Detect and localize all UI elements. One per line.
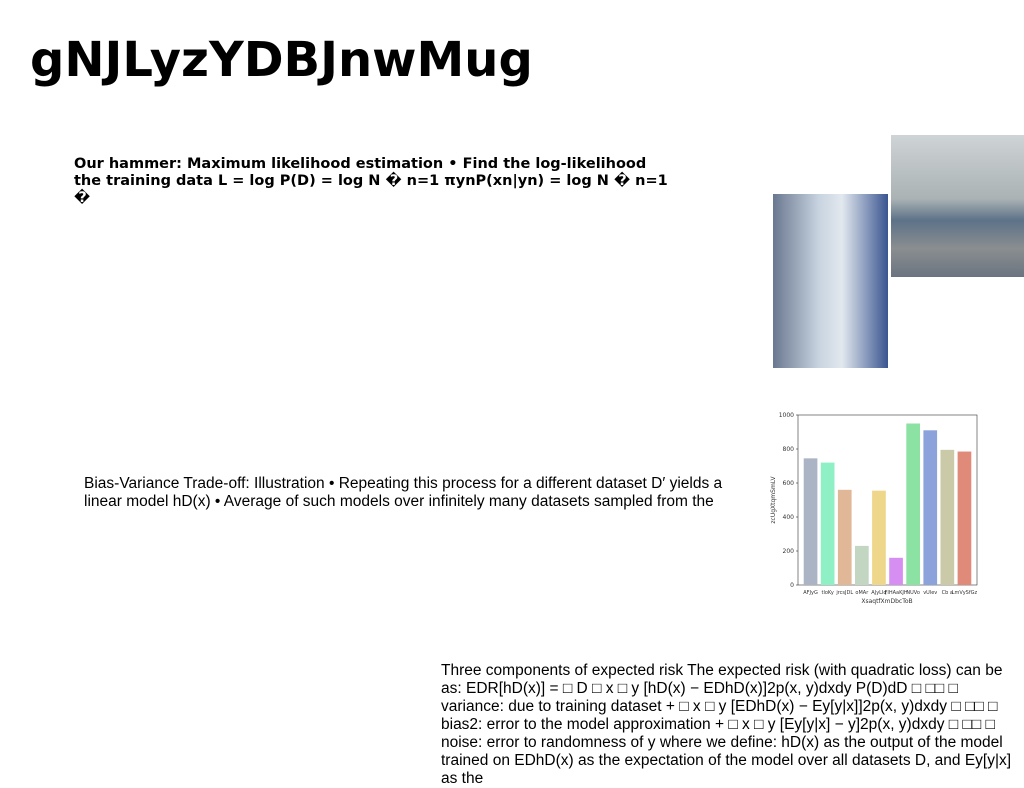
x-tick-label: NUVo xyxy=(906,590,920,596)
x-tick-label: oMAr xyxy=(855,590,869,596)
axes-frame xyxy=(797,414,978,586)
bar xyxy=(803,458,818,585)
y-tick-label: 600 xyxy=(783,480,795,487)
chart: zcUgXtqmSmLV XsaqtfXmDbcToB 0 200 400 600 80… xyxy=(770,412,978,605)
bar xyxy=(957,451,972,585)
x-axis-label: XsaqtfXmDbcToB xyxy=(861,598,912,605)
x-tick-label: vUlev xyxy=(923,590,937,596)
y-tick-label: 400 xyxy=(783,514,795,521)
x-tick-label: FIHAaKJH xyxy=(884,590,907,596)
x-tick-label: AJyLIq xyxy=(871,590,886,596)
photo xyxy=(773,194,888,368)
y-tick-label: 0 xyxy=(790,582,794,589)
bar xyxy=(940,449,955,585)
x-tick-label: LmVySfGz xyxy=(952,590,978,596)
bar xyxy=(889,557,903,585)
x-tick-label: AFJyG xyxy=(803,590,818,596)
text-block: Our hammer: Maximum likelihood estimatio… xyxy=(74,156,668,206)
photo xyxy=(891,135,1024,277)
title: gNJLyzYDBJnwMug xyxy=(30,32,533,88)
x-tick-label: jrcsJDL xyxy=(835,590,853,596)
bar xyxy=(855,545,869,585)
bar xyxy=(906,423,920,585)
y-tick-label: 800 xyxy=(783,446,795,453)
bar xyxy=(837,489,852,585)
text-block: Bias-Variance Trade-off: Illustration • … xyxy=(84,475,723,510)
y-axis-label: zcUgXtqmSmLV xyxy=(770,476,777,524)
bar xyxy=(923,430,938,585)
y-tick-label: 200 xyxy=(783,548,795,555)
x-tick-label: Cb a xyxy=(942,590,953,596)
y-tick-label: 1000 xyxy=(779,412,794,419)
x-tick-label: tloKy xyxy=(822,590,834,596)
bar xyxy=(820,462,835,585)
bar xyxy=(872,490,886,585)
text-block: Three components of expected risk The ex… xyxy=(441,662,1012,787)
